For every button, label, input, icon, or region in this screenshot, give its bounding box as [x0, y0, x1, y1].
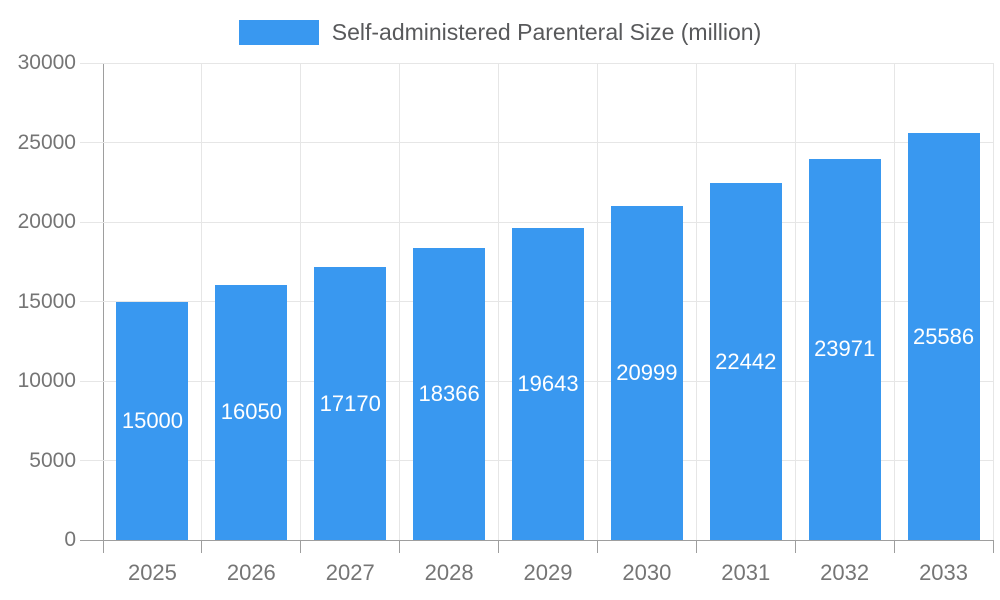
bar-value-label: 17170	[319, 390, 381, 416]
y-axis-labels: 0 5000 10000 15000 20000 25000 30000	[0, 52, 76, 551]
x-axis-tick	[102, 540, 104, 553]
x-axis-tick	[992, 540, 994, 553]
y-axis-tick-label: 10000	[17, 369, 76, 392]
x-axis-line	[80, 539, 993, 541]
bar-value-label: 18366	[418, 380, 480, 406]
x-gridline	[399, 63, 401, 540]
x-gridline	[201, 63, 203, 540]
bar-2026[interactable]: 16050	[215, 284, 288, 540]
x-gridline	[794, 63, 796, 540]
y-axis-tick-label: 15000	[17, 289, 76, 313]
x-axis-tick	[399, 540, 401, 553]
bar-value-label: 20999	[616, 360, 678, 386]
x-axis-tick	[300, 540, 302, 553]
bar-2033[interactable]: 25586	[907, 133, 980, 540]
bar-value-label: 25586	[912, 323, 975, 349]
x-axis-tick-label: 2029	[523, 560, 573, 585]
y-axis-tick-label: 0	[64, 528, 76, 551]
bar-2028[interactable]: 18366	[413, 247, 486, 540]
chart-legend[interactable]: Self-administered Parenteral Size (milli…	[0, 15, 1000, 49]
x-gridline	[498, 63, 500, 540]
y-axis-tick-label: 30000	[17, 51, 76, 74]
y-axis-tick-label: 20000	[17, 210, 76, 233]
x-axis-tick	[498, 540, 500, 553]
x-axis-tick	[794, 540, 796, 553]
y-gridline	[80, 142, 993, 143]
x-axis-tick-label: 2027	[325, 560, 375, 585]
plot-area: 15000 16050 17170 18366 19643 20999 22442 23971…	[80, 62, 994, 553]
x-axis-tick	[596, 540, 598, 553]
x-axis-tick-label: 2033	[919, 560, 969, 585]
x-axis-tick	[201, 540, 203, 553]
y-axis-tick-label: 25000	[17, 130, 76, 154]
bar-2025[interactable]: 15000	[116, 301, 189, 540]
x-axis-tick-label: 2030	[622, 560, 672, 585]
x-axis-labels: 2025 2026 2027 2028 2029 2030 2031 2032 2033	[103, 560, 993, 590]
bar-value-label: 19643	[517, 370, 579, 396]
x-axis-tick-label: 2026	[226, 560, 276, 585]
legend-series-label: Self-administered Parenteral Size (milli…	[331, 18, 762, 45]
y-gridline	[80, 62, 993, 64]
x-axis-tick	[695, 540, 697, 553]
x-gridline	[300, 63, 302, 540]
bar-value-label: 15000	[121, 407, 184, 433]
bar-value-label: 22442	[715, 348, 777, 374]
bar-value-label: 16050	[220, 399, 282, 425]
bar-value-label: 23971	[814, 336, 876, 362]
x-gridline	[695, 63, 697, 540]
x-axis-tick-label: 2031	[721, 560, 771, 585]
x-axis-tick-label: 2032	[820, 560, 870, 585]
x-axis-tick-label: 2028	[424, 560, 474, 585]
x-axis-tick	[893, 540, 895, 553]
y-axis-line	[103, 63, 104, 553]
bar-2031[interactable]: 22442	[709, 183, 782, 540]
bar-2030[interactable]: 20999	[610, 206, 683, 540]
bar-2032[interactable]: 23971	[808, 158, 881, 540]
x-axis-tick-label: 2025	[127, 560, 177, 585]
y-gridline	[80, 221, 993, 223]
x-gridline	[893, 63, 895, 540]
y-axis-tick-label: 5000	[29, 448, 76, 472]
legend-swatch-icon	[238, 19, 319, 45]
bar-2029[interactable]: 19643	[512, 227, 584, 540]
bar-2027[interactable]: 17170	[314, 267, 387, 540]
x-gridline	[992, 63, 994, 540]
x-gridline	[596, 63, 598, 540]
